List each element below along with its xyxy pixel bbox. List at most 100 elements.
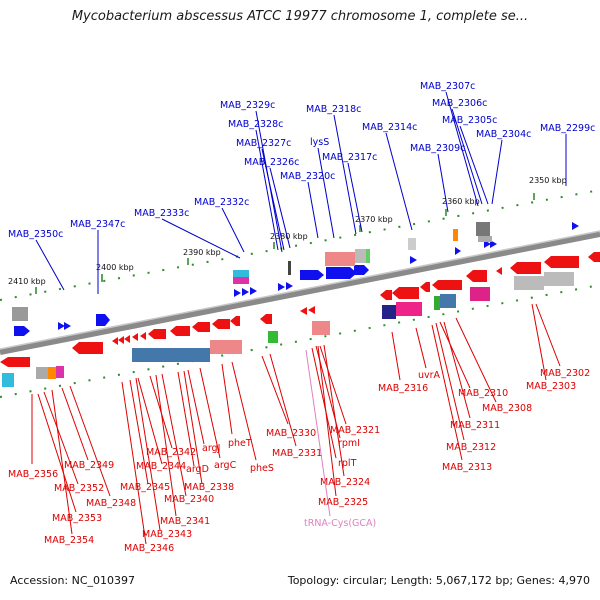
gene-label-reverse[interactable]: uvrA	[418, 370, 441, 381]
gene-label-reverse[interactable]: MAB_2331	[272, 448, 322, 459]
gene-label-reverse[interactable]: pheS	[250, 463, 274, 474]
reverse-gene-arrow[interactable]	[132, 333, 138, 341]
gene-label-forward[interactable]: MAB_2318c	[306, 104, 361, 115]
reverse-gene-arrow[interactable]	[588, 252, 600, 262]
gene-label-reverse[interactable]: MAB_2353	[52, 513, 102, 524]
forward-gene-arrow[interactable]	[96, 314, 110, 326]
feature-box[interactable]	[434, 296, 440, 310]
reverse-gene-arrow[interactable]	[544, 256, 579, 268]
forward-gene-arrow[interactable]	[455, 247, 461, 255]
reverse-gene-arrow[interactable]	[300, 307, 307, 315]
reverse-gene-arrow[interactable]	[392, 287, 419, 299]
reverse-gene-arrow[interactable]	[118, 336, 124, 344]
gene-label-reverse[interactable]: MAB_2340	[164, 494, 214, 505]
reverse-gene-arrow[interactable]	[432, 280, 462, 290]
forward-gene-arrow[interactable]	[354, 265, 369, 275]
gene-label-reverse[interactable]: MAB_2313	[442, 462, 492, 473]
gene-label-forward[interactable]: MAB_2329c	[220, 100, 275, 111]
reverse-gene-arrow[interactable]	[308, 306, 315, 314]
reverse-gene-arrow[interactable]	[140, 332, 146, 340]
gene-label-forward[interactable]: MAB_2305c	[442, 115, 497, 126]
gene-label-reverse[interactable]: MAB_2321	[330, 425, 380, 436]
gene-label-forward[interactable]: MAB_2333c	[134, 208, 189, 219]
forward-gene-arrow[interactable]	[58, 322, 65, 330]
gene-label-reverse[interactable]: MAB_2302	[540, 368, 590, 379]
gene-label-reverse[interactable]: MAB_2344	[136, 461, 186, 472]
gene-label-reverse[interactable]: MAB_2311	[450, 420, 500, 431]
reverse-gene-arrow[interactable]	[124, 335, 130, 343]
feature-box[interactable]	[132, 348, 210, 362]
gene-label-reverse[interactable]: MAB_2352	[54, 483, 104, 494]
reverse-gene-arrow[interactable]	[148, 329, 166, 339]
feature-box[interactable]	[48, 367, 56, 379]
feature-box[interactable]	[12, 307, 28, 321]
gene-label-forward[interactable]: MAB_2347c	[70, 219, 125, 230]
feature-box[interactable]	[268, 331, 278, 343]
reverse-gene-arrow[interactable]	[380, 290, 392, 300]
gene-label-forward[interactable]: MAB_2327c	[236, 138, 291, 149]
gene-label-reverse[interactable]: MAB_2312	[446, 442, 496, 453]
gene-label-reverse[interactable]: MAB_2324	[320, 477, 370, 488]
gene-label-reverse[interactable]: rplT	[338, 458, 357, 469]
feature-box[interactable]	[56, 366, 64, 378]
gene-label-reverse[interactable]: MAB_2356	[8, 469, 58, 480]
gene-label-reverse[interactable]: MAB_2341	[160, 516, 210, 527]
gene-label-reverse[interactable]: MAB_2330	[266, 428, 316, 439]
gene-label-forward[interactable]: MAB_2328c	[228, 119, 283, 130]
feature-box[interactable]	[478, 236, 492, 242]
gene-label-forward[interactable]: MAB_2317c	[322, 152, 377, 163]
forward-gene-arrow[interactable]	[572, 222, 579, 230]
feature-box[interactable]	[453, 229, 458, 241]
feature-box[interactable]	[288, 261, 291, 275]
trna-label[interactable]: tRNA-Cys(GCA)	[304, 518, 376, 529]
reverse-gene-arrow[interactable]	[496, 267, 502, 275]
gene-label-forward[interactable]: MAB_2320c	[280, 171, 335, 182]
forward-gene-arrow[interactable]	[250, 287, 257, 295]
gene-label-reverse[interactable]: argJ	[202, 443, 220, 454]
gene-label-reverse[interactable]: MAB_2303	[526, 381, 576, 392]
reverse-gene-arrow[interactable]	[0, 357, 30, 367]
feature-box[interactable]	[210, 340, 242, 354]
forward-gene-arrow[interactable]	[242, 288, 249, 296]
forward-gene-arrow[interactable]	[234, 289, 241, 297]
gene-label-reverse[interactable]: rpmI	[338, 438, 360, 449]
gene-label-reverse[interactable]: argD	[186, 464, 209, 475]
feature-box[interactable]	[382, 305, 396, 319]
feature-box[interactable]	[470, 287, 490, 301]
gene-label-reverse[interactable]: MAB_2346	[124, 543, 174, 554]
reverse-gene-arrow[interactable]	[510, 262, 541, 274]
reverse-gene-arrow[interactable]	[466, 270, 487, 282]
feature-box[interactable]	[312, 321, 330, 335]
feature-box[interactable]	[440, 294, 456, 308]
feature-box[interactable]	[514, 276, 544, 290]
gene-label-reverse[interactable]: MAB_2348	[86, 498, 136, 509]
gene-label-forward[interactable]: MAB_2307c	[420, 81, 475, 92]
gene-label-forward[interactable]: MAB_2326c	[244, 157, 299, 168]
feature-box[interactable]	[233, 277, 249, 284]
feature-box[interactable]	[408, 238, 416, 250]
gene-label-forward[interactable]: lysS	[310, 137, 329, 148]
gene-label-forward[interactable]: MAB_2304c	[476, 129, 531, 140]
reverse-gene-arrow[interactable]	[230, 316, 240, 326]
gene-label-forward[interactable]: MAB_2306c	[432, 98, 487, 109]
feature-box[interactable]	[366, 249, 370, 263]
gene-label-reverse[interactable]: MAB_2342	[146, 447, 196, 458]
feature-box[interactable]	[396, 302, 422, 316]
forward-gene-arrow[interactable]	[278, 283, 285, 291]
gene-label-reverse[interactable]: MAB_2316	[378, 383, 428, 394]
feature-box[interactable]	[36, 367, 48, 379]
reverse-gene-arrow[interactable]	[260, 314, 272, 324]
gene-label-reverse[interactable]: MAB_2345	[120, 482, 170, 493]
forward-gene-arrow[interactable]	[286, 282, 293, 290]
feature-box[interactable]	[544, 272, 574, 286]
gene-label-reverse[interactable]: MAB_2325	[318, 497, 368, 508]
feature-box[interactable]	[355, 249, 369, 263]
reverse-gene-arrow[interactable]	[72, 342, 103, 354]
reverse-gene-arrow[interactable]	[170, 326, 190, 336]
gene-label-forward[interactable]: MAB_2350c	[8, 229, 63, 240]
gene-label-forward[interactable]: MAB_2332c	[194, 197, 249, 208]
feature-box[interactable]	[325, 252, 355, 266]
gene-label-reverse[interactable]: MAB_2343	[142, 529, 192, 540]
gene-label-forward[interactable]: MAB_2309c	[410, 143, 465, 154]
gene-label-reverse[interactable]: pheT	[228, 438, 252, 449]
